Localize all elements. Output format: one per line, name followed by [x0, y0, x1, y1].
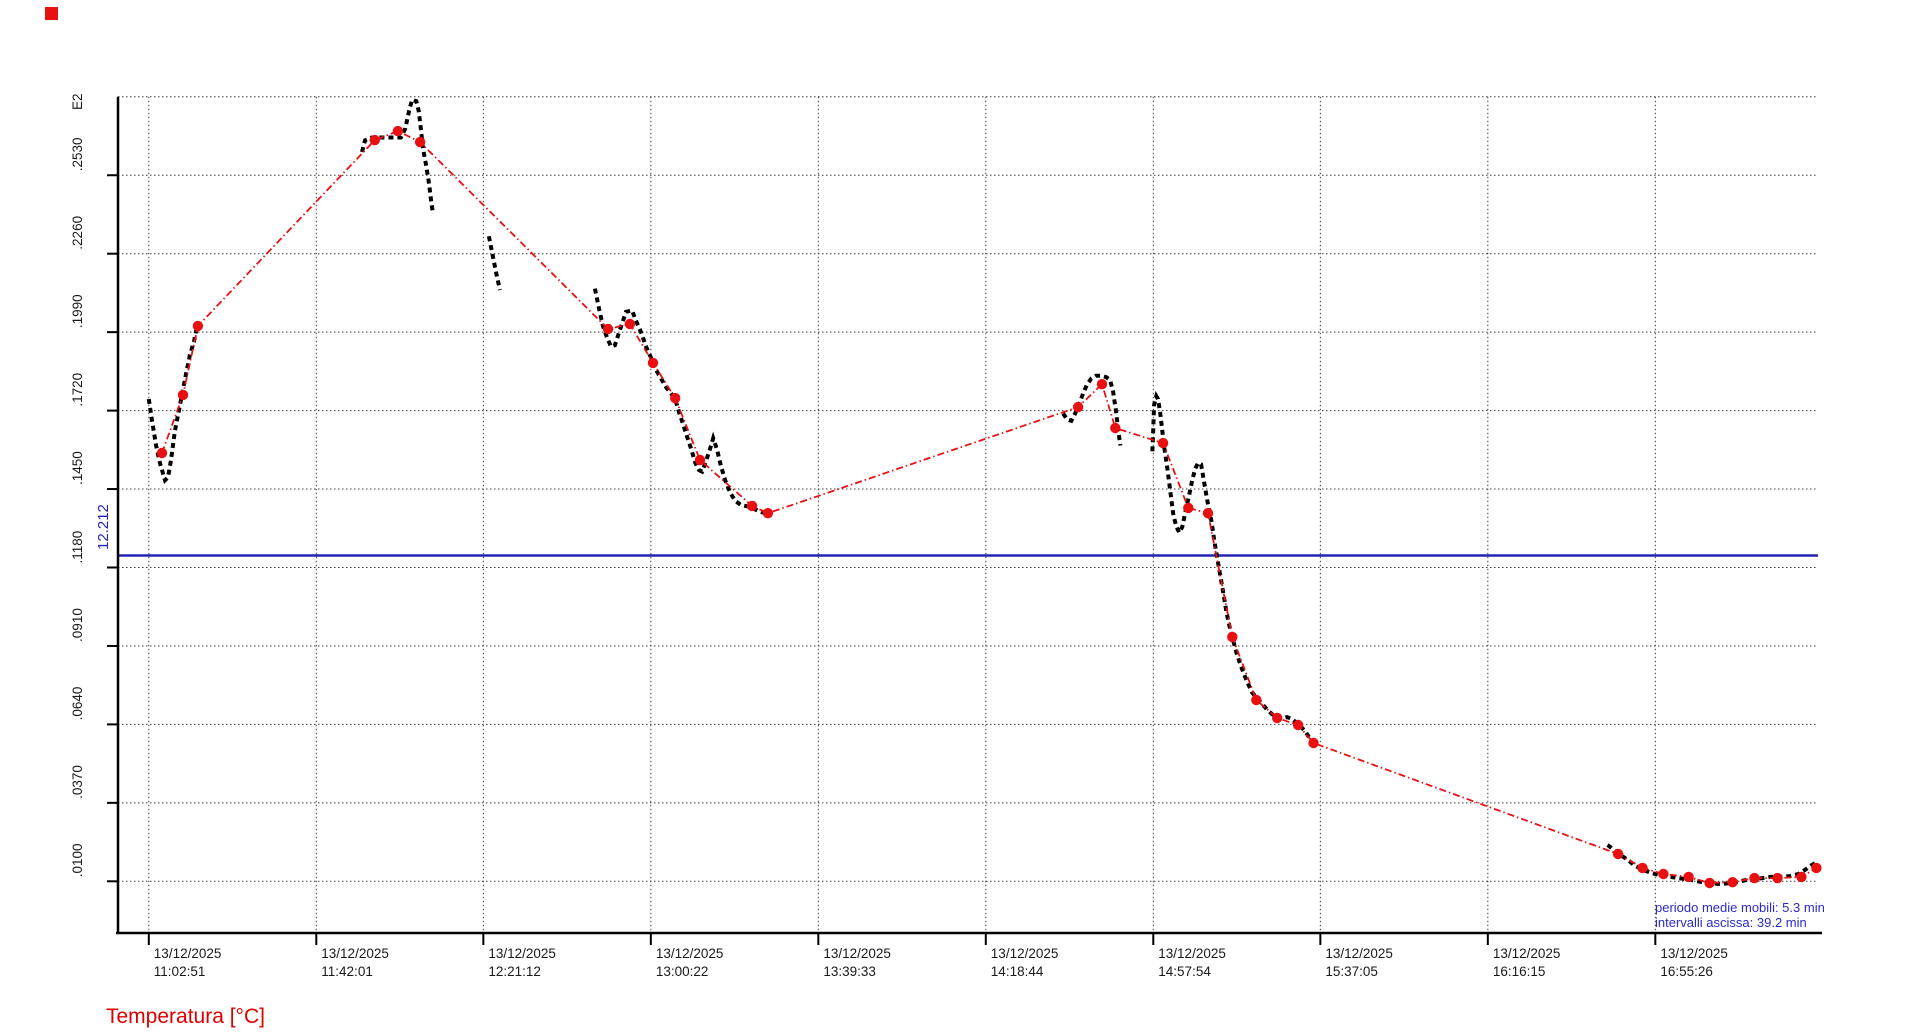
x-tick-label-date: 13/12/2025 [321, 946, 389, 961]
moving-average-point [414, 136, 426, 148]
moving-average-point [1202, 508, 1214, 519]
x-tick-label-date: 13/12/2025 [1158, 946, 1226, 961]
moving-average-point [392, 125, 404, 137]
x-tick-label-date: 13/12/2025 [823, 946, 891, 961]
moving-average-point [762, 508, 774, 519]
moving-average-point [1683, 871, 1694, 883]
x-tick-label-time: 16:16:15 [1493, 964, 1546, 979]
x-tick-label-date: 13/12/2025 [1493, 946, 1561, 961]
x-tick-label-time: 11:02:51 [154, 964, 206, 979]
y-tick-label: .1990 [70, 294, 85, 328]
y-axis-exponent-label: E2 [70, 93, 85, 110]
series-title: Temperatura [°C] [106, 1005, 265, 1028]
x-tick-label-time: 15:37:05 [1325, 964, 1378, 979]
y-tick-label: .0100 [70, 844, 85, 878]
x-tick-label-time: 14:57:54 [1158, 964, 1211, 979]
axis-labels: .2530 .2260 .1990 .1720 .1450 .1180 .0910 .0640… [70, 137, 1728, 979]
x-tick-label-time: 12:21:12 [488, 964, 541, 979]
raw-series-segment [1061, 373, 1123, 446]
moving-average-point [647, 357, 659, 369]
x-tick-label-date: 13/12/2025 [991, 946, 1059, 961]
moving-average-point [1272, 712, 1283, 724]
y-tick-label: .0370 [70, 765, 85, 799]
moving-average-point [177, 389, 189, 401]
raw-series-segment [486, 235, 502, 291]
y-tick-label: .2530 [70, 137, 85, 171]
moving-average-point [1704, 877, 1715, 889]
raw-series-segment [360, 97, 435, 214]
moving-average-point [1308, 737, 1319, 749]
moving-average-point [1811, 862, 1822, 874]
y-tick-label: .0910 [70, 608, 85, 642]
y-tick-label: .0640 [70, 687, 85, 721]
y-tick-label: .1450 [70, 451, 85, 485]
x-tick-label-time: 13:00:22 [656, 964, 709, 979]
series-legend-marker [45, 7, 58, 20]
moving-average-point [1292, 719, 1304, 731]
x-tick-label-time: 16:55:26 [1660, 964, 1713, 979]
moving-average-point [369, 134, 380, 146]
x-tick-label-time: 14:18:44 [991, 964, 1044, 979]
annotation-x-interval: intervalli ascissa: 39.2 min [1655, 915, 1807, 930]
moving-average-point [1096, 379, 1108, 390]
axes [107, 96, 1822, 945]
raw-series-segment [1150, 390, 1316, 745]
x-tick-label-date: 13/12/2025 [154, 946, 222, 961]
x-tick-label-date: 13/12/2025 [656, 946, 724, 961]
moving-average-point [1658, 868, 1669, 880]
moving-average-point [1749, 872, 1760, 884]
moving-average-point [156, 447, 168, 459]
x-tick-label-time: 11:42:01 [321, 964, 373, 979]
moving-average-point [624, 318, 636, 330]
raw-series-segment [592, 288, 770, 516]
moving-average-point [602, 323, 614, 335]
moving-average-line [161, 130, 1817, 884]
moving-average-point [1612, 848, 1624, 860]
x-tick-label-date: 13/12/2025 [488, 946, 556, 961]
moving-average-point [1796, 871, 1807, 883]
moving-average-point [670, 392, 681, 404]
moving-average-point [746, 500, 758, 512]
moving-average-point [1072, 401, 1084, 413]
moving-average-point [1637, 862, 1648, 874]
moving-average-point [1110, 422, 1121, 434]
moving-average-point [1772, 872, 1783, 884]
y-tick-label: .2260 [70, 216, 85, 250]
x-tick-label-date: 13/12/2025 [1660, 946, 1728, 961]
annotation-moving-average-period: periodo medie mobili: 5.3 min [1655, 900, 1825, 915]
moving-average-point [694, 454, 706, 466]
moving-average-point [1183, 502, 1194, 514]
moving-average-point [1727, 877, 1738, 888]
x-tick-label-time: 13:39:33 [823, 964, 876, 979]
series-layer [146, 97, 1822, 889]
moving-average-point [192, 320, 204, 332]
moving-average-point [1227, 631, 1238, 643]
moving-average-point [1157, 437, 1169, 449]
reference-line-label: 12.212 [95, 504, 112, 550]
y-tick-label: .1720 [70, 373, 85, 407]
x-tick-label-date: 13/12/2025 [1325, 946, 1393, 961]
moving-average-point [1251, 694, 1262, 706]
y-tick-label: .1180 [70, 531, 85, 564]
raw-series-segment [146, 325, 200, 485]
gridlines [118, 96, 1818, 933]
